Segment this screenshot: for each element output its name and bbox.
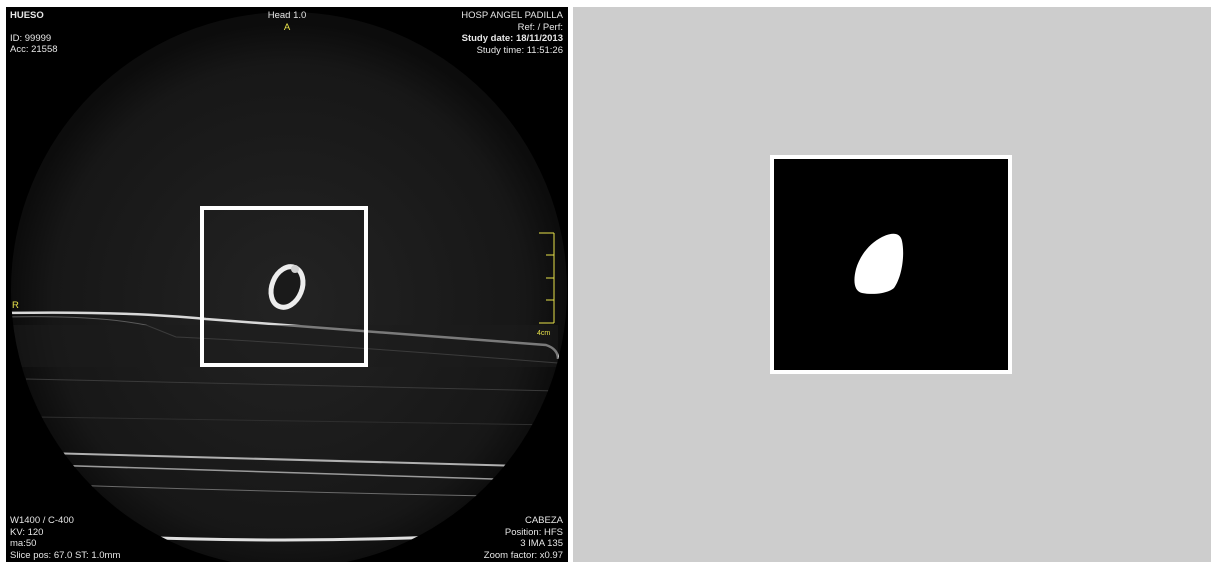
ct-image-viewer[interactable]: HUESO ID: 99999 Acc: 21558 Head 1.0 A HO… — [6, 7, 568, 562]
window-level-label: W1400 / C-400 — [10, 515, 74, 526]
patient-id-label: ID: 99999 — [10, 32, 52, 44]
top-right-info: HOSP ANGEL PADILLA Ref: / Perf: Study da… — [461, 10, 563, 56]
top-center-info: Head 1.0 A — [6, 10, 568, 33]
image-number-label: 3 IMA 135 — [520, 538, 563, 549]
kv-label: KV: 120 — [10, 526, 44, 538]
scale-ruler — [539, 232, 555, 324]
body-part-label: CABEZA — [524, 515, 563, 526]
study-time-label: Study time: 11:51:26 — [476, 44, 563, 56]
institution-label: HOSP ANGEL PADILLA — [461, 10, 563, 21]
top-left-info: HUESO ID: 99999 Acc: 21558 — [10, 10, 58, 56]
bone-cross-section — [268, 264, 306, 310]
patient-position-label: Position: HFS — [504, 526, 563, 538]
series-label: Head 1.0 — [267, 10, 307, 21]
ma-label: ma:50 — [10, 538, 37, 549]
roi-selection-box[interactable] — [200, 206, 368, 367]
bottom-right-info: CABEZA Position: HFS 3 IMA 135 Zoom fact… — [484, 515, 563, 561]
bone-mask-region — [854, 233, 904, 294]
mask-preview-box — [770, 155, 1012, 374]
study-date-label: Study date: 18/11/2013 — [461, 33, 563, 44]
orientation-top-label: A — [283, 21, 291, 33]
orientation-left-label: R — [12, 300, 19, 311]
bottom-left-info: W1400 / C-400 KV: 120 ma:50 Slice pos: 6… — [10, 515, 120, 561]
scale-label: 4cm — [537, 330, 551, 337]
zoom-factor-label: Zoom factor: x0.97 — [483, 549, 563, 561]
ct-scan-image — [11, 12, 567, 562]
segmentation-mask-panel — [573, 7, 1211, 562]
window-preset-label: HUESO — [10, 10, 44, 21]
slice-position-label: Slice pos: 67.0 ST: 1.0mm — [10, 549, 121, 561]
segmentation-mask-image — [854, 233, 904, 294]
accession-label: Acc: 21558 — [10, 44, 58, 55]
ref-perf-label: Ref: / Perf: — [517, 21, 563, 33]
